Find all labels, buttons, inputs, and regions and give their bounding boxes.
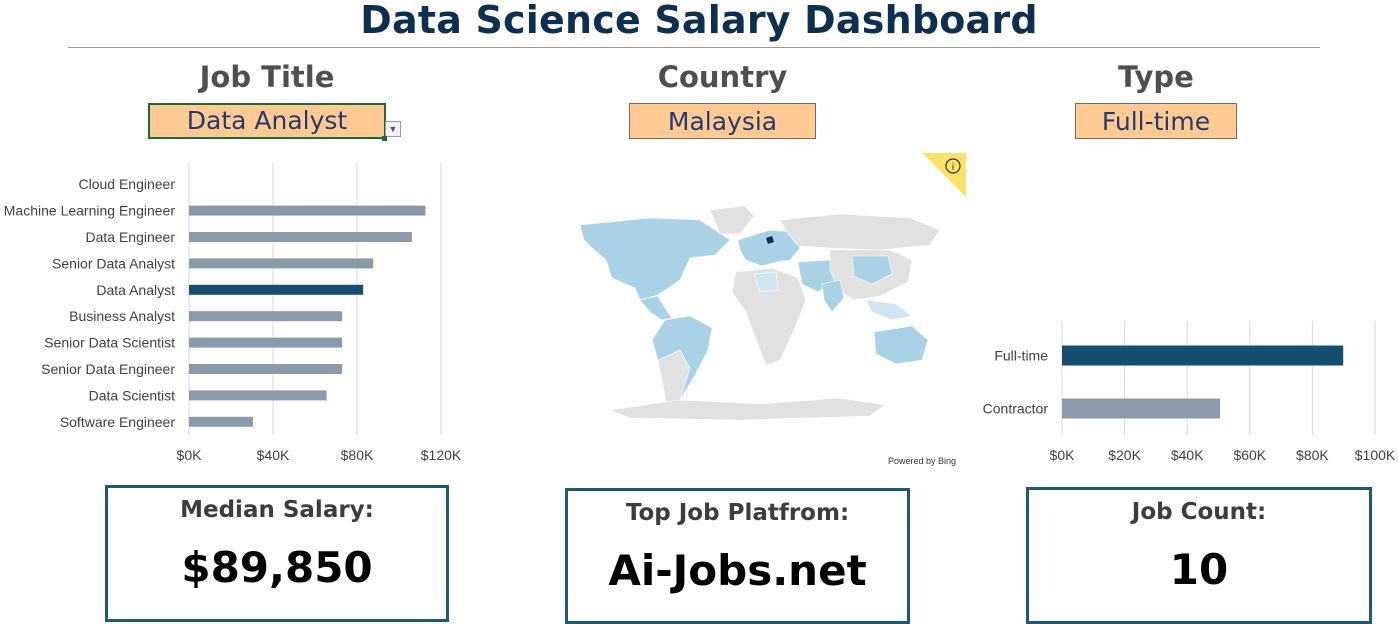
title-divider <box>68 47 1320 48</box>
job-title-chart-bar-data-analyst[interactable] <box>189 284 364 295</box>
job-title-chart-category-label: Data Scientist <box>89 387 175 403</box>
job-title-chart-category-label: Machine Learning Engineer <box>4 203 176 219</box>
job-title-chart-bar-senior-data-scientist[interactable] <box>189 337 343 348</box>
job-title-chart-x-tick-label: $80K <box>341 447 374 463</box>
job-title-dropdown-button[interactable]: ▼ <box>385 121 401 137</box>
svg-text:i: i <box>952 162 954 173</box>
job-type-chart-x-tick-label: $40K <box>1171 447 1204 463</box>
job-title-chart-category-label: Software Engineer <box>60 414 176 430</box>
top-job-platform-label: Top Job Platfrom: <box>625 500 850 526</box>
map-central-america <box>639 295 673 321</box>
map-attribution: Powered by Bing <box>888 456 957 466</box>
job-type-chart-x-tick-label: $20K <box>1108 447 1141 463</box>
cell-fill-handle[interactable] <box>382 136 387 141</box>
median-salary-card: Median Salary: $89,850 <box>105 485 449 622</box>
job-title-chart-bar-senior-data-engineer[interactable] <box>189 364 343 374</box>
median-salary-value: $89,850 <box>181 543 373 592</box>
job-title-chart-bar-business-analyst[interactable] <box>189 311 343 322</box>
job-title-filter-label: Job Title <box>199 60 335 94</box>
map-se-asia <box>865 299 913 321</box>
job-title-chart-x-tick-label: $40K <box>257 447 290 463</box>
job-title-salary-chart[interactable]: $0K $40K $80K $120K Cloud Engineer Machine Le… <box>0 163 470 475</box>
map-africa <box>731 267 807 366</box>
map-greenland <box>709 205 755 235</box>
map-india <box>821 279 845 313</box>
job-title-chart-category-label: Data Engineer <box>85 229 175 245</box>
job-title-chart-category-label: Senior Data Engineer <box>41 361 175 377</box>
job-count-card: Job Count: 10 <box>1026 487 1372 624</box>
map-russia <box>779 213 941 251</box>
job-title-chart-category-label: Data Analyst <box>96 282 175 298</box>
job-title-chart-category-label: Business Analyst <box>69 308 175 324</box>
map-africa-light <box>753 271 779 293</box>
job-title-chart-bar-senior-data-analyst[interactable] <box>189 258 374 269</box>
map-antarctica <box>608 397 886 421</box>
chevron-down-icon: ▼ <box>388 124 398 134</box>
job-title-chart-bar-machine-learning-engineer[interactable] <box>189 205 426 216</box>
job-type-chart-x-tick-label: $100K <box>1355 447 1396 463</box>
job-title-chart-bar-software-engineer[interactable] <box>189 416 253 427</box>
map-highlight-country <box>766 236 774 244</box>
job-title-chart-bar-data-scientist[interactable] <box>189 390 327 401</box>
job-type-chart-x-tick-label: $80K <box>1296 447 1329 463</box>
top-job-platform-card: Top Job Platfrom: Ai-Jobs.net <box>565 488 910 624</box>
job-count-label: Job Count: <box>1131 499 1267 525</box>
job-title-filter-cell[interactable]: Data Analyst <box>148 103 386 139</box>
map-china <box>851 255 893 285</box>
type-filter-cell[interactable]: Full-time <box>1075 103 1237 139</box>
job-type-chart-bar-full-time[interactable] <box>1062 345 1344 366</box>
country-filter-label: Country <box>657 60 788 94</box>
world-map[interactable] <box>540 200 960 440</box>
top-job-platform-value: Ai-Jobs.net <box>608 546 867 595</box>
map-europe <box>737 229 801 267</box>
median-salary-label: Median Salary: <box>180 497 374 523</box>
job-type-chart-x-tick-label: $60K <box>1233 447 1266 463</box>
job-title-chart-x-tick-label: $120K <box>421 447 462 463</box>
job-count-value: 10 <box>1169 545 1229 594</box>
job-title-chart-category-label: Senior Data Scientist <box>44 335 175 351</box>
map-australia <box>873 325 929 365</box>
job-type-chart-bar-contractor[interactable] <box>1062 398 1221 419</box>
type-filter-label: Type <box>1118 60 1194 94</box>
dashboard-title: Data Science Salary Dashboard <box>360 0 1038 42</box>
job-title-chart-category-label: Cloud Engineer <box>78 176 175 192</box>
job-type-chart-category-label: Full-time <box>994 348 1048 364</box>
job-title-chart-bar-data-engineer[interactable] <box>189 232 412 242</box>
map-info-flag[interactable]: i <box>922 153 966 197</box>
job-type-chart-category-label: Contractor <box>983 401 1049 417</box>
map-north-america <box>579 217 731 301</box>
job-title-chart-category-label: Senior Data Analyst <box>52 255 175 271</box>
job-type-salary-chart[interactable]: $0K $20K $40K $60K $80K $100K Full-time Contrac… <box>960 165 1398 475</box>
info-icon <box>945 158 961 174</box>
country-filter-cell[interactable]: Malaysia <box>629 103 816 139</box>
job-type-chart-x-tick-label: $0K <box>1050 447 1076 463</box>
job-title-chart-x-tick-label: $0K <box>177 447 203 463</box>
